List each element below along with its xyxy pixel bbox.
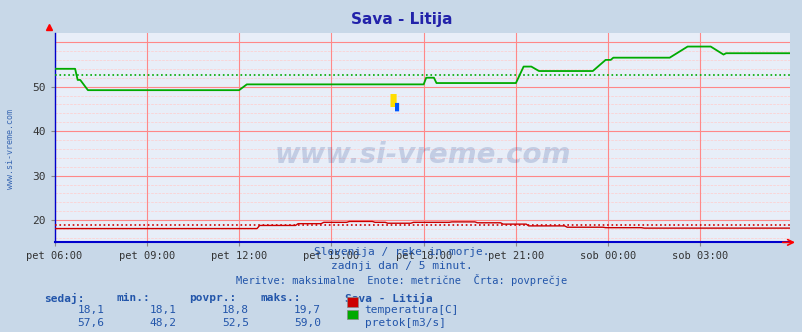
Text: 18,1: 18,1 bbox=[149, 305, 176, 315]
Text: www.si-vreme.com: www.si-vreme.com bbox=[6, 110, 15, 189]
Text: temperatura[C]: temperatura[C] bbox=[364, 305, 459, 315]
Text: Sava - Litija: Sava - Litija bbox=[350, 12, 452, 27]
Text: maks.:: maks.: bbox=[261, 293, 301, 303]
Text: 52,5: 52,5 bbox=[221, 318, 249, 328]
Text: 18,8: 18,8 bbox=[221, 305, 249, 315]
Text: sedaj:: sedaj: bbox=[44, 293, 84, 304]
Text: 18,1: 18,1 bbox=[77, 305, 104, 315]
Text: min.:: min.: bbox=[116, 293, 150, 303]
Text: 57,6: 57,6 bbox=[77, 318, 104, 328]
Text: ▮: ▮ bbox=[388, 91, 397, 109]
Text: 19,7: 19,7 bbox=[294, 305, 321, 315]
Text: Slovenija / reke in morje.: Slovenija / reke in morje. bbox=[314, 247, 488, 257]
Text: ▮: ▮ bbox=[393, 101, 399, 112]
Text: 59,0: 59,0 bbox=[294, 318, 321, 328]
Text: Sava - Litija: Sava - Litija bbox=[345, 293, 432, 304]
Text: 48,2: 48,2 bbox=[149, 318, 176, 328]
Text: zadnji dan / 5 minut.: zadnji dan / 5 minut. bbox=[330, 261, 472, 271]
Text: www.si-vreme.com: www.si-vreme.com bbox=[273, 140, 570, 169]
Text: pretok[m3/s]: pretok[m3/s] bbox=[364, 318, 445, 328]
Text: povpr.:: povpr.: bbox=[188, 293, 236, 303]
Text: Meritve: maksimalne  Enote: metrične  Črta: povprečje: Meritve: maksimalne Enote: metrične Črta… bbox=[236, 274, 566, 286]
